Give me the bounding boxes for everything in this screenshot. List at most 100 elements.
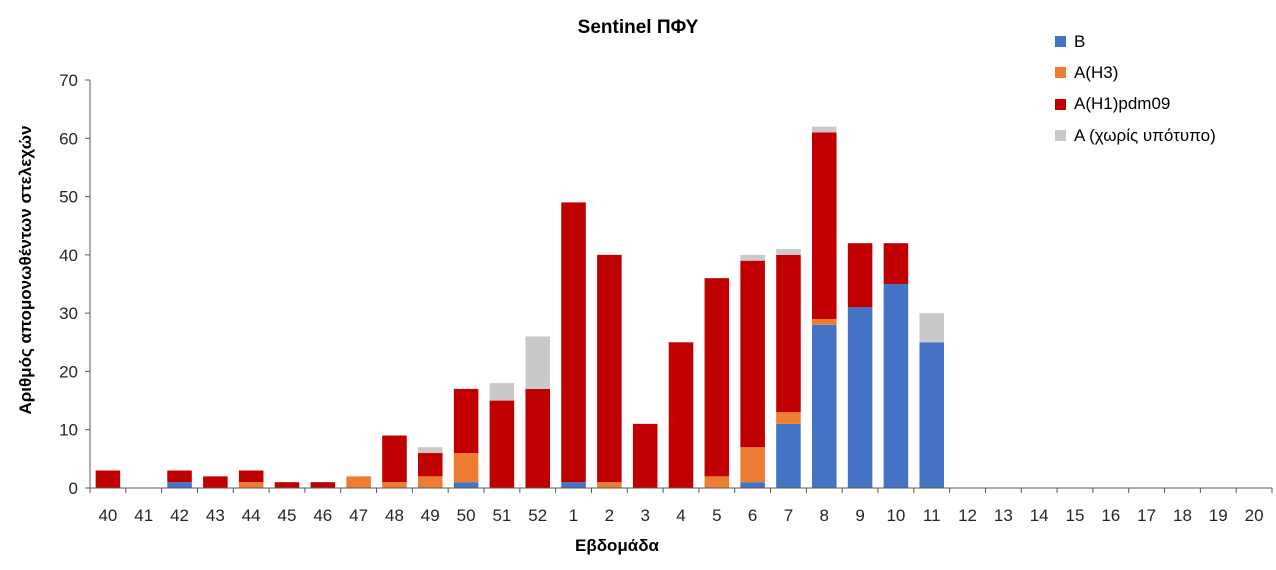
bar-segment	[776, 423, 801, 488]
x-tick-label: 50	[457, 506, 476, 525]
bar-segment	[453, 453, 479, 483]
x-tick-label: 16	[1101, 506, 1120, 525]
legend-label: A(H3)	[1074, 62, 1119, 82]
bar-segment	[740, 447, 765, 483]
bar-segment	[238, 470, 264, 483]
x-tick-label: 41	[134, 506, 153, 525]
x-tick-label: 14	[1030, 506, 1049, 525]
legend-label: A(H1)pdm09	[1074, 94, 1171, 114]
x-tick-label: 6	[748, 506, 757, 525]
bar-segment	[740, 482, 765, 488]
bar-segment	[740, 260, 765, 448]
bar-segment	[919, 342, 944, 488]
bar-segment	[740, 254, 765, 261]
bar-segment	[597, 254, 622, 483]
bar-segment	[418, 476, 443, 488]
x-tick-label: 1	[569, 506, 578, 525]
bar-segment	[776, 412, 801, 424]
legend-item: A(H3)	[1055, 57, 1216, 88]
bar-segment	[418, 447, 443, 454]
x-tick-label: 12	[958, 506, 977, 525]
legend: B A(H3) A(H1)pdm09 A (χωρίς υπότυπο)	[1055, 26, 1216, 151]
bar-segment	[382, 482, 407, 488]
x-tick-label: 2	[605, 506, 614, 525]
bar-segment	[883, 243, 909, 284]
bar-segment	[704, 278, 730, 477]
legend-swatch	[1055, 36, 1066, 48]
y-tick-label: 30	[59, 304, 78, 323]
bar-segment	[453, 482, 479, 488]
x-tick-label: 20	[1245, 506, 1264, 525]
bar-segment	[776, 249, 801, 255]
bar-segment	[418, 453, 443, 477]
x-tick-label: 10	[886, 506, 905, 525]
bar-segment	[812, 132, 837, 319]
x-tick-label: 9	[855, 506, 864, 525]
x-tick-label: 3	[640, 506, 649, 525]
y-tick-label: 10	[59, 421, 78, 440]
x-tick-label: 42	[170, 506, 189, 525]
x-tick-label: 49	[421, 506, 440, 525]
y-tick-label: 50	[59, 188, 78, 207]
x-tick-label: 40	[98, 506, 117, 525]
bar-segment	[847, 307, 873, 488]
y-tick-label: 60	[59, 129, 78, 148]
x-tick-label: 51	[492, 506, 511, 525]
bar-segment	[632, 423, 658, 488]
legend-label: B	[1074, 31, 1086, 51]
x-tick-label: 17	[1137, 506, 1156, 525]
bar-segment	[812, 318, 837, 325]
x-tick-label: 5	[712, 506, 721, 525]
x-tick-label: 18	[1173, 506, 1192, 525]
bar-segment	[776, 254, 801, 413]
legend-swatch	[1055, 67, 1066, 79]
x-tick-label: 47	[349, 506, 368, 525]
y-tick-label: 20	[59, 362, 78, 381]
bar-segment	[346, 476, 371, 488]
bar-segment	[561, 202, 586, 483]
y-axis-title: Αριθμός απομονωθέντων στελεχών	[16, 125, 35, 415]
x-tick-label: 19	[1209, 506, 1228, 525]
x-tick-label: 8	[820, 506, 829, 525]
x-tick-label: 48	[385, 506, 404, 525]
bar-segment	[847, 243, 873, 308]
bar-segment	[489, 400, 515, 488]
bar-segment	[812, 324, 837, 488]
bar-segment	[95, 470, 121, 488]
bar-segment	[310, 482, 336, 488]
legend-label: A (χωρίς υπότυπο)	[1074, 125, 1216, 145]
x-axis-title: Εβδομάδα	[574, 536, 660, 555]
legend-swatch	[1055, 98, 1066, 110]
legend-item: A (χωρίς υπότυπο)	[1055, 120, 1216, 151]
bar-segment	[238, 482, 264, 488]
x-tick-label: 13	[994, 506, 1013, 525]
bar-segment	[167, 482, 192, 488]
x-tick-label: 43	[206, 506, 225, 525]
bar-segment	[453, 388, 479, 454]
legend-item: B	[1055, 26, 1216, 57]
y-tick-label: 40	[59, 246, 78, 265]
chart-title: Sentinel ΠΦΥ	[577, 17, 699, 38]
bar-segment	[812, 126, 837, 133]
y-tick-label: 70	[59, 71, 78, 90]
x-tick-label: 11	[923, 506, 941, 525]
x-tick-label: 45	[278, 506, 297, 525]
bar-segment	[489, 383, 515, 401]
bar-segment	[919, 313, 944, 343]
legend-swatch	[1055, 130, 1066, 142]
bar-segment	[382, 435, 407, 483]
x-tick-label: 7	[784, 506, 793, 525]
bar-segment	[704, 476, 730, 488]
x-tick-label: 4	[676, 506, 685, 525]
x-tick-label: 52	[528, 506, 547, 525]
x-tick-label: 44	[242, 506, 261, 525]
x-tick-label: 15	[1066, 506, 1085, 525]
bar-segment	[883, 284, 909, 488]
bar-segment	[274, 482, 300, 488]
bar-segment	[597, 482, 622, 488]
legend-item: A(H1)pdm09	[1055, 89, 1216, 120]
y-tick-label: 0	[69, 479, 78, 498]
bar-segment	[167, 470, 192, 483]
